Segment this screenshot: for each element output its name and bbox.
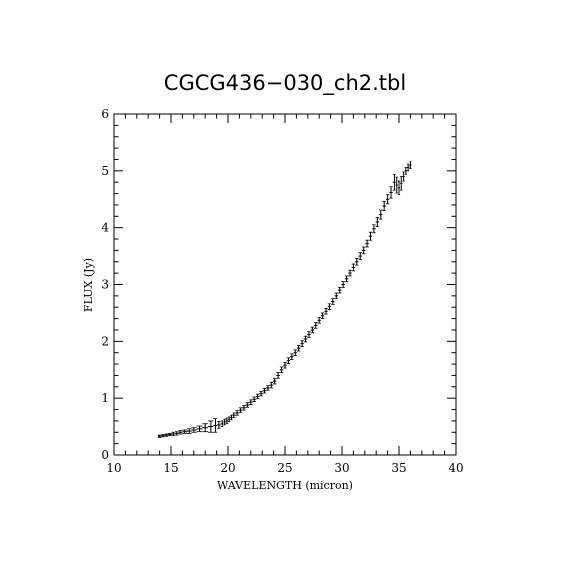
data-point [317,317,321,324]
data-point [174,431,179,436]
data-point [327,303,332,310]
data-point [262,388,267,394]
data-point [389,186,393,199]
data-point [341,281,345,288]
data-point [242,405,246,411]
y-tick-label: 6 [101,107,109,121]
data-point [296,344,301,352]
y-tick-label: 0 [101,448,109,462]
x-tick-label: 35 [391,461,406,475]
data-point [182,429,187,434]
plot-frame [113,113,457,456]
data-point [379,209,383,220]
data-point [351,263,356,272]
data-point [213,418,218,433]
data-point [157,434,162,438]
data-point [392,173,396,191]
data-point [331,298,335,305]
data-point [358,252,362,260]
data-point [402,171,405,182]
data-point [293,349,297,356]
data-point [404,167,407,175]
data-point [225,417,228,425]
data-point [338,286,342,294]
data-point [355,257,359,266]
data-point [164,433,169,437]
data-points [157,161,412,438]
data-point [324,307,328,315]
y-tick-label: 3 [101,278,109,292]
data-point [314,322,318,329]
data-point [344,275,349,283]
data-point [196,425,203,433]
x-tick-label: 20 [220,461,235,475]
data-point [191,427,197,433]
data-point [320,312,325,320]
x-tick-label: 25 [277,461,292,475]
data-point [279,366,284,373]
y-tick-label: 2 [101,334,109,348]
data-point [266,385,270,391]
data-point [395,176,398,194]
data-point [307,331,311,338]
data-point [228,416,231,422]
x-tick-label: 15 [163,461,178,475]
axis-ticks: 10 15 20 25 30 35 40 0 1 2 3 4 5 6 [101,107,463,475]
data-point [178,430,183,435]
x-axis-label: WAVELENGTH (micron) [217,479,353,492]
data-point [397,180,401,196]
data-point [334,292,339,300]
data-point [245,402,250,408]
y-axis-label: FLUX (Jy) [82,258,95,312]
data-point [171,431,175,437]
data-point [273,377,277,385]
data-point [202,423,209,433]
chart-title: CGCG436−030_ch2.tbl [164,71,406,96]
x-tick-label: 30 [334,461,349,475]
y-tick-label: 5 [101,164,109,178]
data-point [385,194,390,205]
data-point [286,357,291,364]
data-point [372,224,376,234]
data-point [409,161,412,169]
data-point [283,361,287,369]
data-point [259,390,263,397]
data-point [217,421,221,429]
data-point [406,163,410,172]
data-point [348,269,352,277]
data-point [235,410,239,416]
data-point [255,393,260,400]
data-point [232,412,236,418]
data-point [303,335,308,343]
data-point [238,407,243,413]
data-point [249,399,253,405]
data-point [161,434,165,438]
data-point [276,372,280,379]
data-point [208,420,214,433]
data-point [368,231,373,241]
data-point [290,353,294,360]
data-point [400,176,403,191]
data-point [310,326,315,334]
y-tick-label: 4 [101,221,109,235]
data-point [186,428,192,434]
y-tick-label: 1 [101,391,109,405]
data-point [220,420,224,427]
data-point [252,396,256,402]
data-point [361,246,366,255]
data-point [382,201,386,212]
x-tick-label: 40 [448,461,463,475]
x-tick-label: 10 [106,461,121,475]
data-point [230,414,233,421]
data-point [375,217,380,227]
data-point [223,418,226,426]
data-point [300,340,304,347]
data-point [168,433,172,437]
data-point [269,381,274,389]
data-point [365,239,369,248]
